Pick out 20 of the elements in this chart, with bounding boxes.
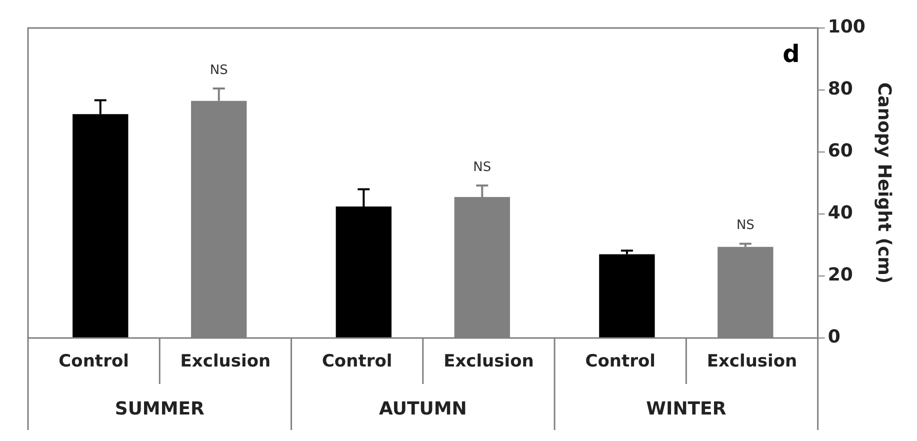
text: Control bbox=[58, 351, 129, 372]
series-label: Exclusion bbox=[180, 351, 271, 372]
y-tick-label: 80 bbox=[828, 78, 853, 100]
series-label: Control bbox=[322, 351, 392, 372]
text: Control bbox=[585, 351, 656, 372]
y-tick-label: 40 bbox=[828, 202, 853, 224]
text: Exclusion bbox=[706, 351, 798, 372]
y-tick-label: 60 bbox=[828, 140, 853, 162]
text: Exclusion bbox=[444, 351, 534, 372]
annotation: d bbox=[782, 40, 800, 68]
annotation: NS bbox=[473, 160, 492, 175]
y-tick-label: 0 bbox=[828, 326, 840, 348]
x-tick-label: SUMMER bbox=[114, 398, 205, 420]
y-axis-title: Canopy Height (cm) bbox=[874, 82, 895, 284]
y-tick-label: 20 bbox=[828, 264, 853, 286]
x-tick-label: AUTUMN bbox=[378, 398, 467, 420]
y-tick-label: 100 bbox=[828, 16, 866, 38]
annotation: NS bbox=[736, 218, 754, 234]
annotation: NS bbox=[210, 62, 228, 78]
x-tick-label: WINTER bbox=[646, 398, 726, 420]
